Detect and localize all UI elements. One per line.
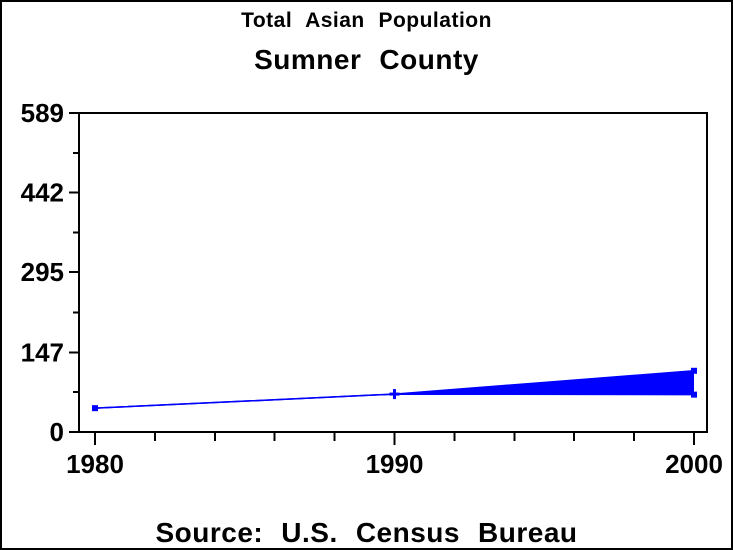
y-tick-label: 589 xyxy=(21,98,64,128)
data-marker-square xyxy=(691,391,697,398)
data-marker-square xyxy=(92,405,98,412)
x-tick-label: 2000 xyxy=(665,449,723,479)
data-marker-square xyxy=(691,367,697,374)
chart-title: Total Asian Population xyxy=(241,9,492,32)
y-tick-label: 442 xyxy=(21,178,64,208)
series-band xyxy=(95,370,694,409)
y-tick-label: 147 xyxy=(21,337,64,367)
chart-subtitle: Sumner County xyxy=(254,44,479,75)
y-tick-label: 0 xyxy=(50,417,64,447)
x-tick-label: 1990 xyxy=(366,449,424,479)
y-tick-label: 295 xyxy=(21,257,64,287)
chart-source-caption: Source: U.S. Census Bureau xyxy=(155,517,578,548)
x-tick-label: 1980 xyxy=(66,449,124,479)
